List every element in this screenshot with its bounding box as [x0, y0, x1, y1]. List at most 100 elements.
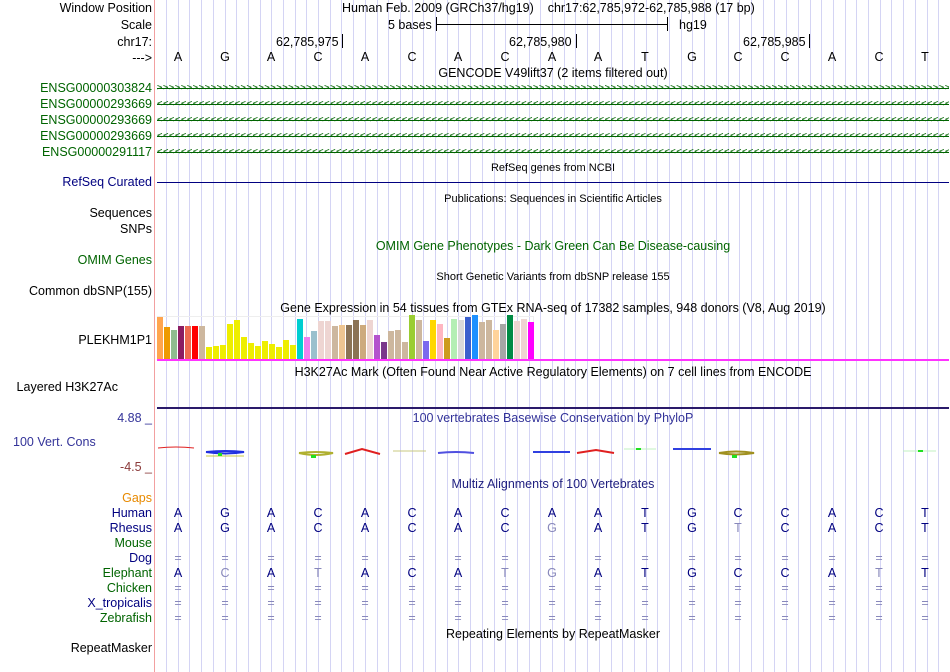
species-label[interactable]: Elephant	[102, 566, 152, 580]
gtex-tissue-bar[interactable]	[493, 330, 499, 359]
gtex-tissue-bar[interactable]	[423, 341, 429, 359]
gtex-tissue-bar[interactable]	[157, 317, 163, 359]
gridline	[213, 0, 214, 672]
gtex-tissue-bar[interactable]	[500, 324, 506, 359]
strand-reverse-icon: <<<<<<<<<<<<<<<<<<<<<<<<<<<<<<<<<<<<<<<<…	[157, 148, 949, 157]
species-label[interactable]: X_tropicalis	[87, 596, 152, 610]
gtex-tissue-bar[interactable]	[248, 343, 254, 359]
gtex-tissue-bar[interactable]	[311, 331, 317, 359]
refseq-label[interactable]: RefSeq Curated	[62, 175, 152, 189]
gtex-gene-label[interactable]: PLEKHM1P1	[78, 333, 152, 347]
gene-label[interactable]: ENSG00000293669	[40, 113, 152, 127]
gtex-tissue-bar[interactable]	[206, 347, 212, 359]
gtex-tissue-bar[interactable]	[451, 319, 457, 359]
aligned-base: C	[780, 506, 790, 520]
gtex-tissue-bar[interactable]	[332, 326, 338, 359]
species-label[interactable]: Chicken	[106, 581, 152, 595]
gene-line[interactable]	[157, 152, 949, 153]
gtex-tissue-bar[interactable]	[486, 320, 492, 359]
omim-label[interactable]: OMIM Genes	[77, 253, 152, 267]
gtex-tissue-bar[interactable]	[472, 315, 478, 359]
gene-label[interactable]: ENSG00000293669	[40, 129, 152, 143]
gtex-tissue-bar[interactable]	[339, 325, 345, 359]
species-label[interactable]: Dog	[129, 551, 152, 565]
gtex-tissue-bar[interactable]	[416, 320, 422, 359]
gtex-tissue-bar[interactable]	[192, 326, 198, 359]
gtex-tissue-bar[interactable]	[227, 324, 233, 359]
gtex-tissue-bar[interactable]	[507, 315, 513, 359]
gtex-bar-chart[interactable]	[157, 313, 535, 359]
gtex-tissue-bar[interactable]	[402, 342, 408, 359]
gtex-tissue-bar[interactable]	[255, 346, 261, 359]
gtex-tissue-bar[interactable]	[395, 330, 401, 359]
species-label[interactable]: Mouse	[114, 536, 152, 550]
species-label[interactable]: Rhesus	[109, 521, 152, 535]
gtex-tissue-bar[interactable]	[353, 320, 359, 359]
gtex-tissue-bar[interactable]	[213, 346, 219, 359]
gtex-tissue-bar[interactable]	[465, 317, 471, 359]
gtex-tissue-bar[interactable]	[185, 326, 191, 359]
sequence-base: A	[593, 50, 603, 64]
gene-line[interactable]	[157, 136, 949, 137]
publications-label-sequences[interactable]: Sequences	[89, 206, 152, 220]
h3k27ac-label[interactable]: Layered H3K27Ac	[16, 380, 118, 394]
gtex-tissue-bar[interactable]	[325, 321, 331, 359]
gtex-tissue-bar[interactable]	[241, 337, 247, 359]
aligned-base: =	[548, 581, 556, 595]
gtex-tissue-bar[interactable]	[199, 326, 205, 359]
gtex-tissue-bar[interactable]	[171, 330, 177, 359]
gtex-tissue-bar[interactable]	[346, 325, 352, 359]
aligned-base: A	[453, 566, 463, 580]
species-label[interactable]: Zebrafish	[99, 611, 152, 625]
gtex-tissue-bar[interactable]	[521, 319, 527, 359]
gtex-tissue-bar[interactable]	[290, 345, 296, 359]
gtex-tissue-bar[interactable]	[458, 320, 464, 359]
gtex-tissue-bar[interactable]	[262, 341, 268, 359]
gridline	[611, 0, 612, 672]
phylop-graph[interactable]	[156, 440, 950, 462]
phylop-mark	[732, 455, 737, 458]
refseq-line[interactable]	[157, 182, 949, 183]
gtex-tissue-bar[interactable]	[276, 347, 282, 359]
gtex-tissue-bar[interactable]	[234, 320, 240, 359]
gtex-tissue-bar[interactable]	[444, 338, 450, 359]
gene-label[interactable]: ENSG00000291117	[41, 145, 152, 159]
gene-line[interactable]	[157, 104, 949, 105]
gtex-tissue-bar[interactable]	[283, 340, 289, 359]
ruler-tick-label: 62,785,985	[743, 35, 806, 49]
gtex-tissue-bar[interactable]	[514, 321, 520, 359]
gtex-tissue-bar[interactable]	[437, 324, 443, 359]
aligned-base: T	[921, 506, 929, 520]
gtex-tissue-bar[interactable]	[304, 337, 310, 359]
gtex-tissue-bar[interactable]	[430, 320, 436, 359]
gridline	[681, 0, 682, 672]
gtex-tissue-bar[interactable]	[381, 342, 387, 359]
strand-label[interactable]: --->	[132, 51, 152, 65]
repeatmasker-label[interactable]: RepeatMasker	[70, 641, 152, 655]
gtex-tissue-bar[interactable]	[409, 315, 415, 359]
gaps-label[interactable]: Gaps	[122, 491, 152, 505]
gtex-tissue-bar[interactable]	[269, 344, 275, 359]
phylop-label[interactable]: 100 Vert. Cons	[13, 435, 96, 449]
species-label[interactable]: Human	[111, 506, 152, 520]
gtex-tissue-bar[interactable]	[528, 322, 534, 359]
dbsnp-label[interactable]: Common dbSNP(155)	[29, 284, 152, 298]
aligned-base: =	[594, 596, 602, 610]
gene-label[interactable]: ENSG00000303824	[40, 81, 152, 95]
gtex-tissue-bar[interactable]	[164, 327, 170, 359]
gtex-tissue-bar[interactable]	[220, 345, 226, 359]
gtex-tissue-bar[interactable]	[388, 331, 394, 359]
gene-label[interactable]: ENSG00000293669	[40, 97, 152, 111]
gene-line[interactable]	[157, 120, 949, 121]
gtex-tissue-bar[interactable]	[479, 322, 485, 359]
gene-line[interactable]	[157, 88, 949, 89]
gtex-tissue-bar[interactable]	[374, 335, 380, 359]
aligned-base: =	[408, 596, 416, 610]
gtex-tissue-bar[interactable]	[297, 319, 303, 359]
gtex-tissue-bar[interactable]	[360, 325, 366, 359]
gtex-tissue-bar[interactable]	[178, 326, 184, 359]
gtex-tissue-bar[interactable]	[367, 320, 373, 359]
gtex-tissue-bar[interactable]	[318, 321, 324, 359]
aligned-base: =	[501, 551, 509, 565]
publications-label-snps[interactable]: SNPs	[120, 222, 152, 236]
